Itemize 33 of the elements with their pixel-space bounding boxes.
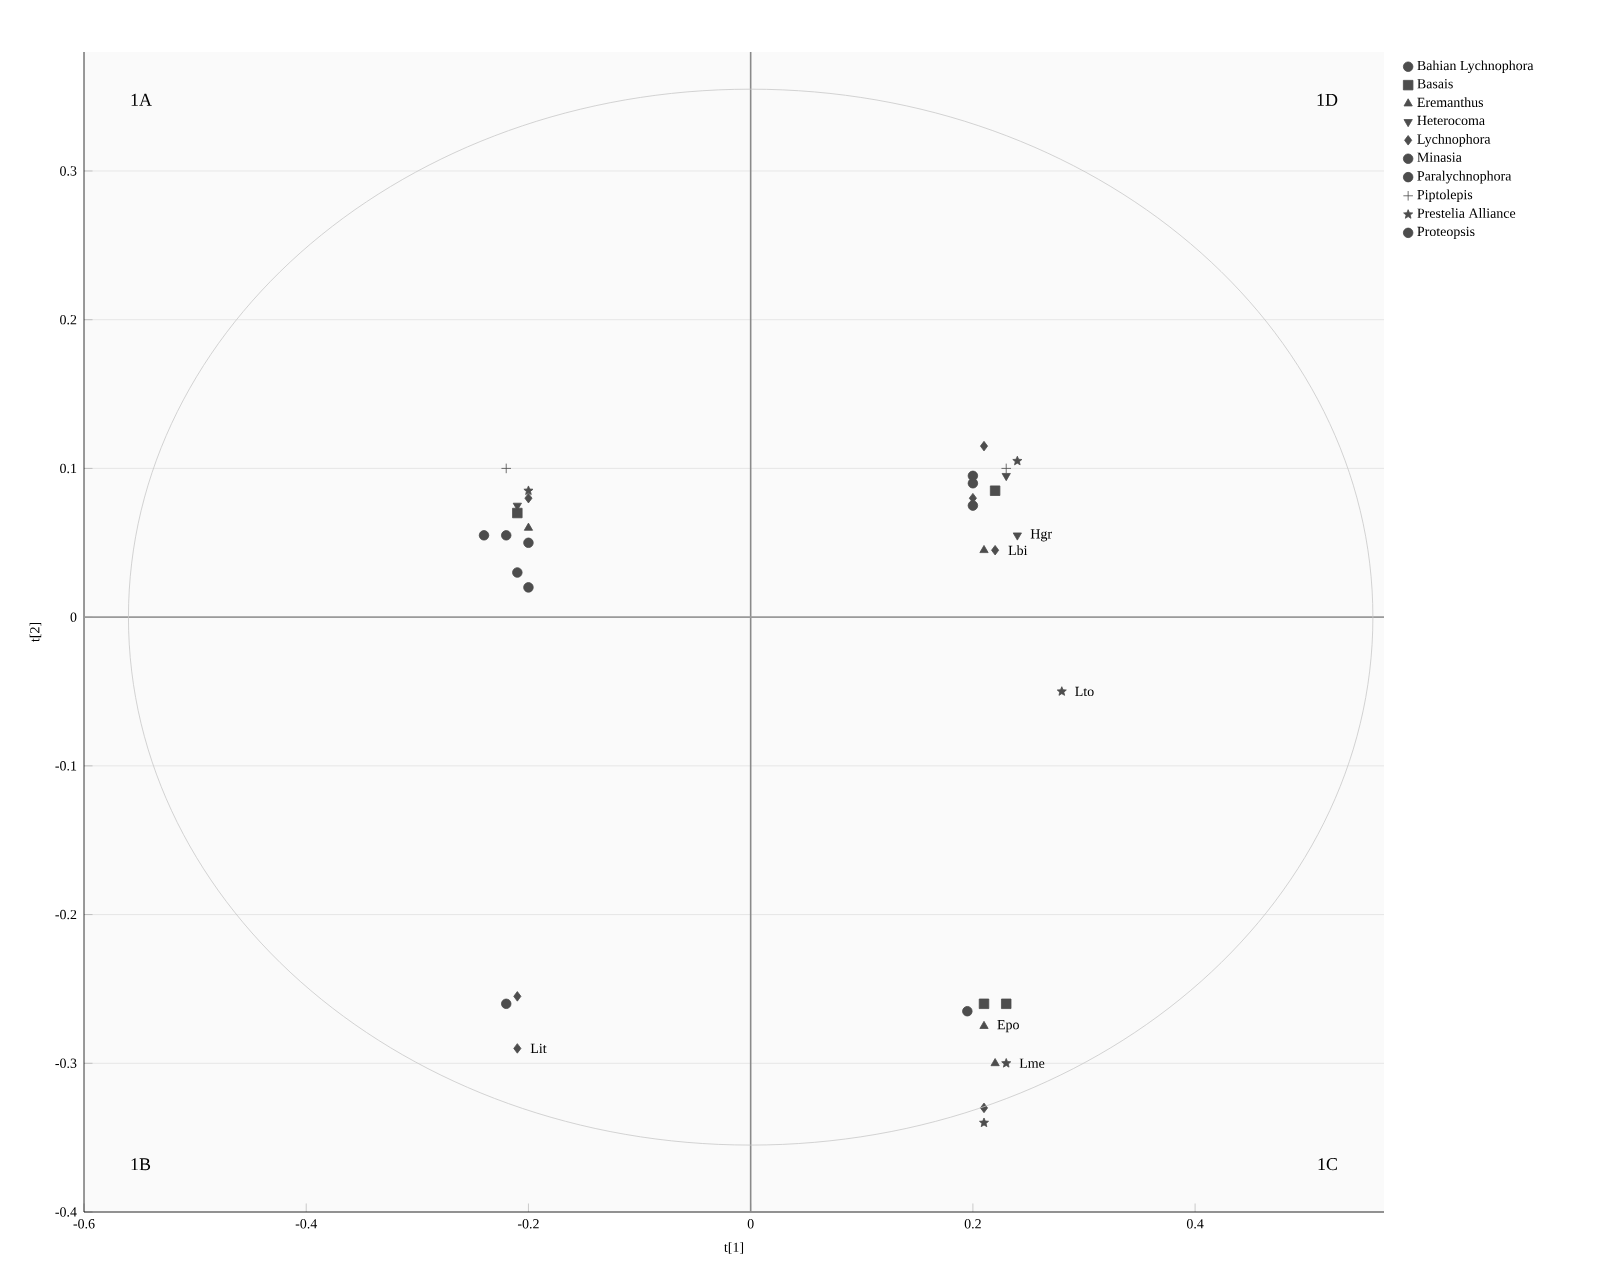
point <box>523 537 534 548</box>
point <box>1001 463 1012 474</box>
annotation: 1C <box>1318 1158 1337 1171</box>
annotation: 1D <box>1317 93 1338 106</box>
point <box>501 463 512 474</box>
point <box>523 582 534 593</box>
point <box>501 530 512 541</box>
point <box>979 1117 989 1128</box>
point <box>523 485 534 495</box>
point <box>962 1006 973 1017</box>
point <box>979 545 989 553</box>
point <box>478 530 490 541</box>
point <box>512 567 523 578</box>
point <box>501 998 512 1009</box>
point <box>967 500 979 511</box>
point <box>990 1058 1000 1067</box>
point <box>524 492 533 504</box>
annotation: 1B <box>131 1158 151 1171</box>
point <box>991 545 1000 556</box>
point <box>523 522 533 531</box>
point <box>512 507 523 519</box>
annotation: 1A <box>131 93 152 106</box>
point <box>989 485 1001 496</box>
point <box>979 1020 989 1029</box>
point <box>1001 1058 1012 1068</box>
point <box>513 1043 522 1054</box>
point <box>1012 532 1022 541</box>
point <box>1001 998 1012 1009</box>
point <box>1056 686 1067 696</box>
point <box>1012 455 1023 466</box>
point <box>1001 473 1011 482</box>
point <box>978 998 990 1009</box>
point <box>513 991 522 1002</box>
